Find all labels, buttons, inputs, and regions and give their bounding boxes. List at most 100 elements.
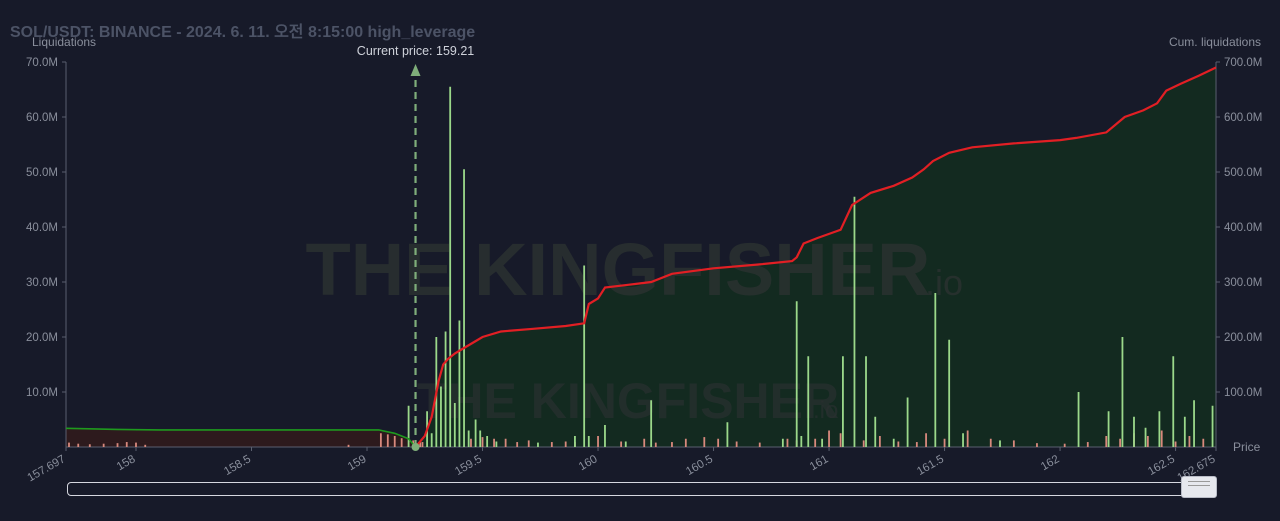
short-liquidation-bar — [1144, 427, 1147, 447]
left-tick-label: 10.0M — [26, 387, 58, 399]
current-price-label: Current price: 159.21 — [357, 44, 474, 58]
long-liquidation-bar — [684, 438, 687, 447]
cum-long-area — [66, 428, 416, 447]
short-liquidation-bar — [948, 339, 951, 447]
short-liquidation-bar — [781, 438, 784, 447]
short-liquidation-bar — [800, 436, 803, 447]
x-tick-label: 159 — [346, 453, 369, 473]
short-liquidation-bar — [906, 397, 909, 447]
long-liquidation-bar — [1105, 436, 1108, 447]
range-scrollbar-handle[interactable] — [1181, 476, 1217, 498]
long-liquidation-bar — [481, 437, 484, 447]
short-liquidation-bar — [1172, 356, 1175, 447]
x-tick-label: 159.5 — [453, 453, 484, 478]
long-liquidation-bar — [925, 433, 927, 447]
short-liquidation-bar — [479, 430, 482, 447]
long-liquidation-bar — [102, 443, 105, 447]
long-liquidation-bar — [125, 442, 128, 447]
long-liquidation-bar — [386, 434, 389, 447]
cum-short-area — [415, 67, 1216, 447]
long-liquidation-bar — [527, 440, 530, 447]
long-liquidation-bar — [878, 436, 881, 447]
short-liquidation-bar — [467, 430, 470, 447]
right-tick-label: 700.0M — [1224, 57, 1262, 69]
x-axis-title: Price — [1233, 440, 1261, 454]
right-tick-label: 400.0M — [1224, 222, 1262, 234]
long-liquidation-bar — [717, 438, 720, 447]
chart-title: SOL/USDT: BINANCE - 2024. 6. 11. 오전 8:15… — [10, 24, 476, 41]
long-liquidation-bar — [814, 438, 817, 447]
long-liquidation-bar — [68, 442, 70, 447]
x-tick-label: 161 — [808, 453, 831, 473]
long-liquidation-bar — [419, 442, 422, 447]
right-tick-label: 200.0M — [1224, 332, 1262, 344]
short-liquidation-bar — [1121, 337, 1124, 447]
long-liquidation-bar — [347, 444, 350, 447]
long-liquidation-bar — [400, 438, 403, 447]
short-liquidation-bar — [449, 86, 452, 447]
short-liquidation-bar — [853, 196, 856, 447]
long-liquidation-bar — [135, 442, 137, 447]
right-tick-label: 300.0M — [1224, 277, 1262, 289]
long-liquidation-bar — [1160, 430, 1163, 447]
long-liquidation-bar — [897, 441, 900, 447]
long-liquidation-bar — [597, 436, 599, 447]
short-liquidation-bar — [495, 441, 498, 447]
cum-long-line — [65, 427, 417, 448]
long-liquidation-bar — [643, 438, 646, 447]
short-liquidation-bar — [474, 419, 477, 447]
short-liquidation-bar — [583, 265, 586, 447]
watermark-brand-large: THE KINGFISHER — [306, 228, 931, 311]
cum-short-line — [414, 66, 1217, 448]
range-scrollbar[interactable] — [67, 482, 1217, 496]
watermark-brand-small: THE KINGFISHER — [417, 373, 839, 429]
long-liquidation-bar — [1086, 442, 1089, 447]
long-liquidation-bar — [1202, 438, 1205, 447]
long-liquidation-bar — [758, 442, 761, 447]
long-liquidation-bar — [77, 443, 80, 447]
short-liquidation-bar — [842, 356, 844, 447]
short-liquidation-bar — [458, 320, 461, 447]
long-liquidation-bar — [504, 438, 507, 447]
long-liquidation-bar — [493, 438, 495, 447]
long-liquidation-bar — [1174, 441, 1177, 447]
short-liquidation-bar — [807, 356, 810, 447]
short-liquidation-bar — [650, 400, 653, 447]
long-liquidation-bar — [943, 438, 946, 447]
short-liquidation-bar — [537, 442, 539, 447]
short-liquidation-bar — [1133, 416, 1135, 447]
long-liquidation-bar — [703, 437, 706, 447]
long-liquidation-bar — [735, 441, 738, 447]
long-liquidation-bar — [1119, 438, 1122, 447]
short-liquidation-bar — [865, 356, 867, 447]
short-liquidation-bar — [440, 386, 442, 447]
long-liquidation-bar — [654, 442, 657, 447]
short-liquidation-bar — [874, 416, 877, 447]
short-liquidation-bar — [486, 436, 489, 447]
grip-icon — [1188, 481, 1210, 486]
long-liquidation-bar — [862, 440, 865, 447]
right-tick-label: 500.0M — [1224, 167, 1262, 179]
right-tick-label: 600.0M — [1224, 112, 1262, 124]
long-liquidation-bar — [379, 433, 382, 447]
watermark-suffix-large: .io — [925, 262, 963, 303]
long-liquidation-bar — [550, 442, 553, 447]
short-liquidation-bar — [407, 405, 410, 447]
short-liquidation-bar — [1107, 411, 1110, 447]
short-liquidation-bar — [587, 436, 590, 447]
x-tick-label: 160.5 — [684, 453, 715, 478]
long-liquidation-bar — [1063, 443, 1066, 447]
long-liquidation-bar — [564, 441, 567, 447]
short-liquidation-bar — [604, 425, 606, 447]
short-liquidation-bar — [1193, 400, 1195, 447]
left-axis-title: Liquidations — [32, 35, 97, 49]
short-liquidation-bar — [821, 438, 824, 447]
long-liquidation-bar — [116, 443, 119, 447]
short-liquidation-bar — [892, 438, 895, 447]
long-liquidation-bar — [620, 441, 623, 447]
left-tick-label: 20.0M — [26, 332, 58, 344]
x-tick-label: 158 — [115, 453, 138, 473]
long-liquidation-bar — [144, 444, 147, 447]
